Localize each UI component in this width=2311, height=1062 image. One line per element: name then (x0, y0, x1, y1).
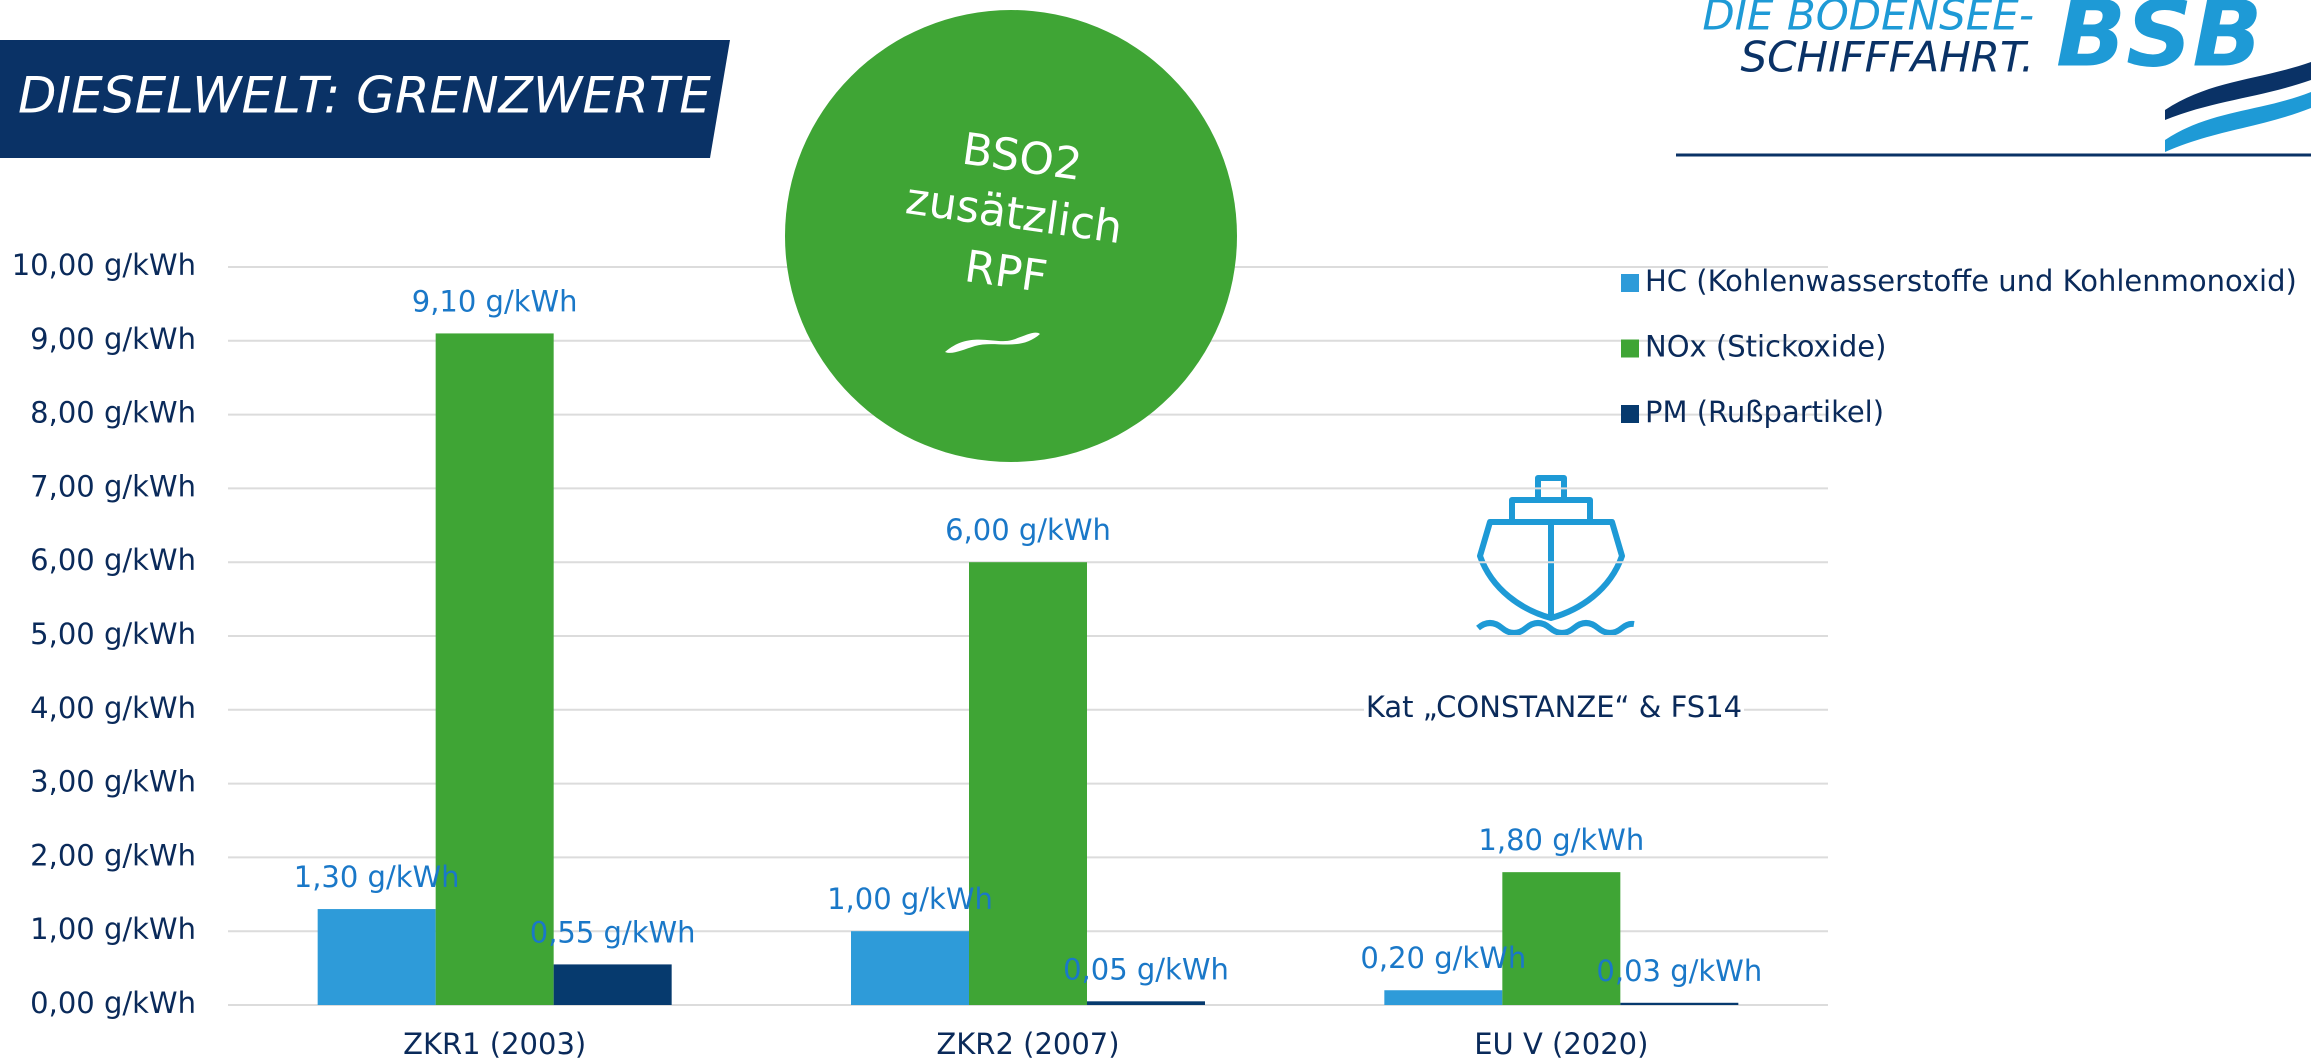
bar (1620, 1002, 1739, 1005)
bar (553, 964, 672, 1005)
bar (969, 562, 1087, 1005)
logo-line1: DIE BODENSEE- (1702, 0, 2034, 40)
value-label: 0,20 g/kWh (1360, 941, 1526, 975)
value-label: 1,00 g/kWh (827, 882, 993, 916)
legend-swatch (1621, 339, 1639, 358)
y-tick-label: 2,00 g/kWh (30, 838, 196, 872)
y-tick-label: 9,00 g/kWh (30, 322, 196, 356)
legend-swatch (1621, 405, 1639, 423)
x-tick-label: ZKR1 (2003) (403, 1027, 586, 1061)
legend-label: HC (Kohlenwasserstoffe und Kohlenmonoxid… (1645, 264, 2297, 298)
value-label: 1,80 g/kWh (1478, 823, 1644, 857)
logo-wave (2165, 92, 2311, 152)
value-label: 0,03 g/kWh (1596, 954, 1762, 988)
y-tick-label: 7,00 g/kWh (30, 469, 196, 503)
bar (435, 333, 554, 1005)
value-label: 0,55 g/kWh (530, 915, 696, 949)
value-label: 6,00 g/kWh (945, 513, 1111, 547)
y-tick-label: 6,00 g/kWh (30, 543, 196, 577)
bar (1502, 872, 1621, 1005)
logo-wave (2165, 62, 2311, 120)
bar (1384, 990, 1503, 1005)
logo-line2: SCHIFFFAHRT. (1741, 33, 2035, 82)
value-label: 0,05 g/kWh (1063, 952, 1229, 986)
y-tick-label: 3,00 g/kWh (30, 765, 196, 799)
x-tick-label: ZKR2 (2007) (936, 1027, 1119, 1061)
y-tick-label: 4,00 g/kWh (30, 691, 196, 725)
badge-wave (945, 332, 1040, 353)
title-banner (0, 40, 730, 158)
bar (1087, 1001, 1205, 1005)
value-label: 1,30 g/kWh (294, 860, 460, 894)
legend-swatch (1621, 274, 1639, 292)
x-tick-label: EU V (2020) (1474, 1027, 1648, 1061)
y-tick-label: 10,00 g/kWh (12, 248, 196, 282)
logo-mark: BSB (2056, 0, 2263, 87)
legend-label: PM (Rußpartikel) (1645, 395, 1884, 429)
ship-icon (1476, 475, 1635, 636)
bar (851, 931, 969, 1005)
value-label: 9,10 g/kWh (412, 284, 578, 318)
badge-circle (785, 10, 1237, 462)
annotation: Kat „CONSTANZE“ & FS14 (1366, 690, 1742, 724)
y-tick-label: 1,00 g/kWh (30, 912, 196, 946)
y-tick-label: 5,00 g/kWh (30, 617, 196, 651)
badge-line: RPF (962, 241, 1051, 303)
bar (317, 909, 436, 1005)
y-tick-label: 8,00 g/kWh (30, 396, 196, 430)
title: DIESELWELT: GRENZWERTE (18, 67, 711, 125)
y-tick-label: 0,00 g/kWh (30, 986, 196, 1020)
legend-label: NOx (Stickoxide) (1645, 330, 1886, 364)
annotation-bg (1364, 687, 1744, 731)
